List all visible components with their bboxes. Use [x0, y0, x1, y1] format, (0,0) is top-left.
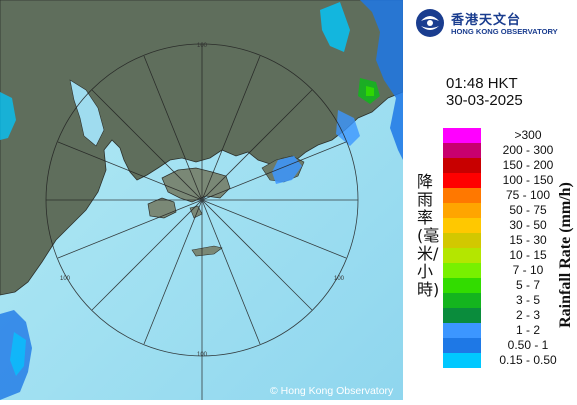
legend-item: 3 - 5 — [443, 293, 573, 308]
legend-swatch — [443, 248, 481, 263]
legend-label: 0.15 - 0.50 — [499, 353, 557, 367]
legend-label: 200 - 300 — [502, 143, 554, 157]
legend-label: 2 - 3 — [515, 308, 540, 322]
legend-panel: 香港天文台 HONG KONG OBSERVATORY 01:48 HKT 30… — [403, 0, 577, 400]
legend-swatch — [443, 128, 481, 143]
legend-title-en: Rainfall Rate (mm/h) — [557, 182, 574, 328]
legend-swatch — [443, 308, 481, 323]
legend-swatch — [443, 218, 481, 233]
legend-label: 3 - 5 — [515, 293, 540, 307]
legend-label: 150 - 200 — [502, 158, 554, 172]
pearl-river-estuary — [69, 79, 105, 147]
legend-item: 200 - 300 — [443, 143, 573, 158]
legend-item: >300 — [443, 128, 573, 143]
legend-label: 7 - 10 — [512, 263, 544, 277]
observation-date: 30-03-2025 — [446, 92, 523, 109]
legend-label: 10 - 15 — [509, 248, 547, 262]
legend-swatch — [443, 353, 481, 368]
legend-item: 0.15 - 0.50 — [443, 353, 573, 368]
legend-label: 100 - 150 — [502, 173, 554, 187]
legend-label: 75 - 100 — [505, 188, 551, 202]
copyright-notice: © Hong Kong Observatory — [270, 385, 394, 397]
legend-swatch — [443, 278, 481, 293]
legend-label: 0.50 - 1 — [507, 338, 549, 352]
range-label-north: 100 — [197, 43, 208, 49]
range-rings — [45, 43, 359, 400]
legend-label: 15 - 30 — [509, 233, 547, 247]
legend-item: 1 - 2 — [443, 323, 573, 338]
observation-time: 01:48 HKT — [446, 75, 518, 92]
org-name-en: HONG KONG OBSERVATORY — [451, 27, 558, 36]
legend-item: 5 - 7 — [443, 278, 573, 293]
legend-swatch — [443, 188, 481, 203]
legend-item: 50 - 75 — [443, 203, 573, 218]
legend-item: 7 - 10 — [443, 263, 573, 278]
radar-map: 100 100 100 100 © Hong Kong Observatory — [0, 0, 404, 400]
hko-logo: 香港天文台 HONG KONG OBSERVATORY — [415, 8, 575, 38]
legend-swatch — [443, 158, 481, 173]
hko-emblem-icon — [416, 9, 444, 37]
legend-label: >300 — [514, 128, 542, 142]
legend-item: 15 - 30 — [443, 233, 573, 248]
range-label-west: 100 — [60, 276, 71, 282]
legend-swatch — [443, 203, 481, 218]
range-label-south: 100 — [197, 352, 208, 358]
legend-item: 0.50 - 1 — [443, 338, 573, 353]
legend-swatch — [443, 338, 481, 353]
legend-item: 30 - 50 — [443, 218, 573, 233]
legend-swatch — [443, 173, 481, 188]
legend-label: 1 - 2 — [515, 323, 540, 337]
legend-item: 75 - 100 — [443, 188, 573, 203]
legend-title-zh: 降雨率(毫米/小時) — [417, 172, 440, 299]
legend-item: 2 - 3 — [443, 308, 573, 323]
legend-label: 30 - 50 — [509, 218, 547, 232]
legend-item: 10 - 15 — [443, 248, 573, 263]
legend-item: 100 - 150 — [443, 173, 573, 188]
legend-swatch — [443, 293, 481, 308]
legend-item: 150 - 200 — [443, 158, 573, 173]
legend-label: 5 - 7 — [515, 278, 540, 292]
legend-swatch — [443, 263, 481, 278]
org-name-zh: 香港天文台 — [451, 13, 522, 28]
legend-swatch — [443, 233, 481, 248]
island-chain — [191, 245, 223, 257]
legend-swatch — [443, 323, 481, 338]
radar-echoes — [0, 0, 403, 400]
legend-label: 50 - 75 — [509, 203, 547, 217]
legend-swatch — [443, 143, 481, 158]
range-label-east: 100 — [334, 276, 345, 282]
